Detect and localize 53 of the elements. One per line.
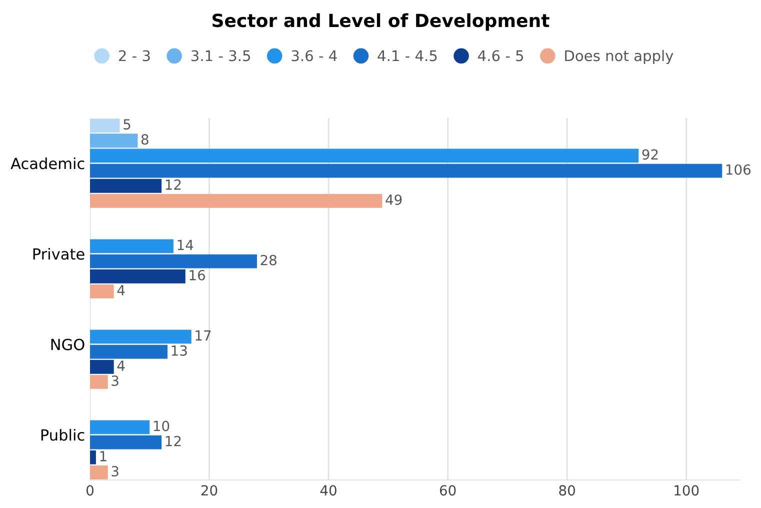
data-label: 16 xyxy=(190,270,205,280)
data-label: 4 xyxy=(117,285,125,296)
legend-label: Does not apply xyxy=(565,50,674,64)
legend-label: 3.1 - 3.5 xyxy=(191,50,250,62)
bar xyxy=(90,178,162,193)
data-label: 1 xyxy=(100,451,106,462)
bar xyxy=(90,284,114,298)
legend-label: 4.6 - 5 xyxy=(478,50,524,62)
bar xyxy=(90,375,108,389)
data-label: 106 xyxy=(726,164,751,175)
data-label: 14 xyxy=(178,240,194,250)
y-tick-label: Public xyxy=(41,428,84,441)
data-label: 49 xyxy=(386,194,402,205)
data-label: 5 xyxy=(124,119,130,130)
x-tick-label: 60 xyxy=(440,485,456,496)
x-tick-label: 100 xyxy=(674,485,699,496)
data-label: 12 xyxy=(166,179,181,190)
bar xyxy=(90,466,108,480)
bar xyxy=(90,435,162,450)
data-label: 92 xyxy=(642,149,658,160)
bar xyxy=(90,344,168,359)
bar xyxy=(90,194,382,208)
bar xyxy=(90,148,639,163)
x-tick-label: 40 xyxy=(320,485,336,496)
x-tick-label: 20 xyxy=(201,485,218,496)
bar xyxy=(90,164,722,178)
bar xyxy=(90,118,120,132)
bar xyxy=(90,269,186,284)
data-label: 28 xyxy=(260,254,276,266)
bar xyxy=(90,254,257,268)
data-label: 13 xyxy=(172,345,187,356)
x-tick-label: 0 xyxy=(86,485,94,496)
legend-label: 2 - 3 xyxy=(118,50,150,62)
data-label: 17 xyxy=(196,330,211,341)
chart-title: Sector and Level of Development xyxy=(212,13,550,31)
y-tick-label: Private xyxy=(33,248,84,260)
bar xyxy=(90,134,138,148)
data-label: 12 xyxy=(166,436,181,446)
data-label: 3 xyxy=(112,375,118,386)
y-tick-label: NGO xyxy=(51,338,84,350)
bar xyxy=(90,360,114,374)
y-tick-label: Academic xyxy=(10,157,84,170)
bar xyxy=(90,420,150,434)
data-label: 8 xyxy=(141,134,148,145)
bar xyxy=(90,450,96,464)
bar xyxy=(90,239,174,254)
data-label: 10 xyxy=(154,420,170,432)
legend-label: 4.1 - 4.5 xyxy=(378,50,437,62)
data-label: 4 xyxy=(117,360,125,371)
legend-label: 3.6 - 4 xyxy=(292,50,337,62)
data-label: 3 xyxy=(112,466,118,476)
x-tick-label: 80 xyxy=(559,485,575,496)
bar xyxy=(90,330,192,344)
